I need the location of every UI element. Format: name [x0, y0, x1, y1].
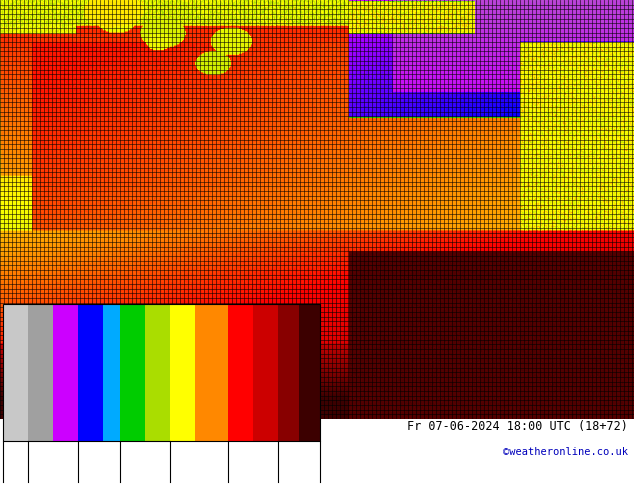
Bar	[53, 304, 78, 441]
Bar	[228, 304, 254, 441]
Bar	[145, 304, 170, 441]
Bar	[254, 304, 278, 441]
Text: Fr 07-06-2024 18:00 UTC (18+72): Fr 07-06-2024 18:00 UTC (18+72)	[407, 420, 628, 433]
Bar	[28, 304, 53, 441]
Bar	[170, 304, 195, 441]
Bar	[3, 304, 28, 441]
Bar	[278, 304, 299, 441]
Bar	[299, 304, 320, 441]
Text: Temperature (2m) [°C] ECMWF: Temperature (2m) [°C] ECMWF	[6, 420, 198, 433]
Bar	[78, 304, 103, 441]
Text: ©weatheronline.co.uk: ©weatheronline.co.uk	[503, 447, 628, 457]
Bar	[103, 304, 120, 441]
Bar	[120, 304, 145, 441]
